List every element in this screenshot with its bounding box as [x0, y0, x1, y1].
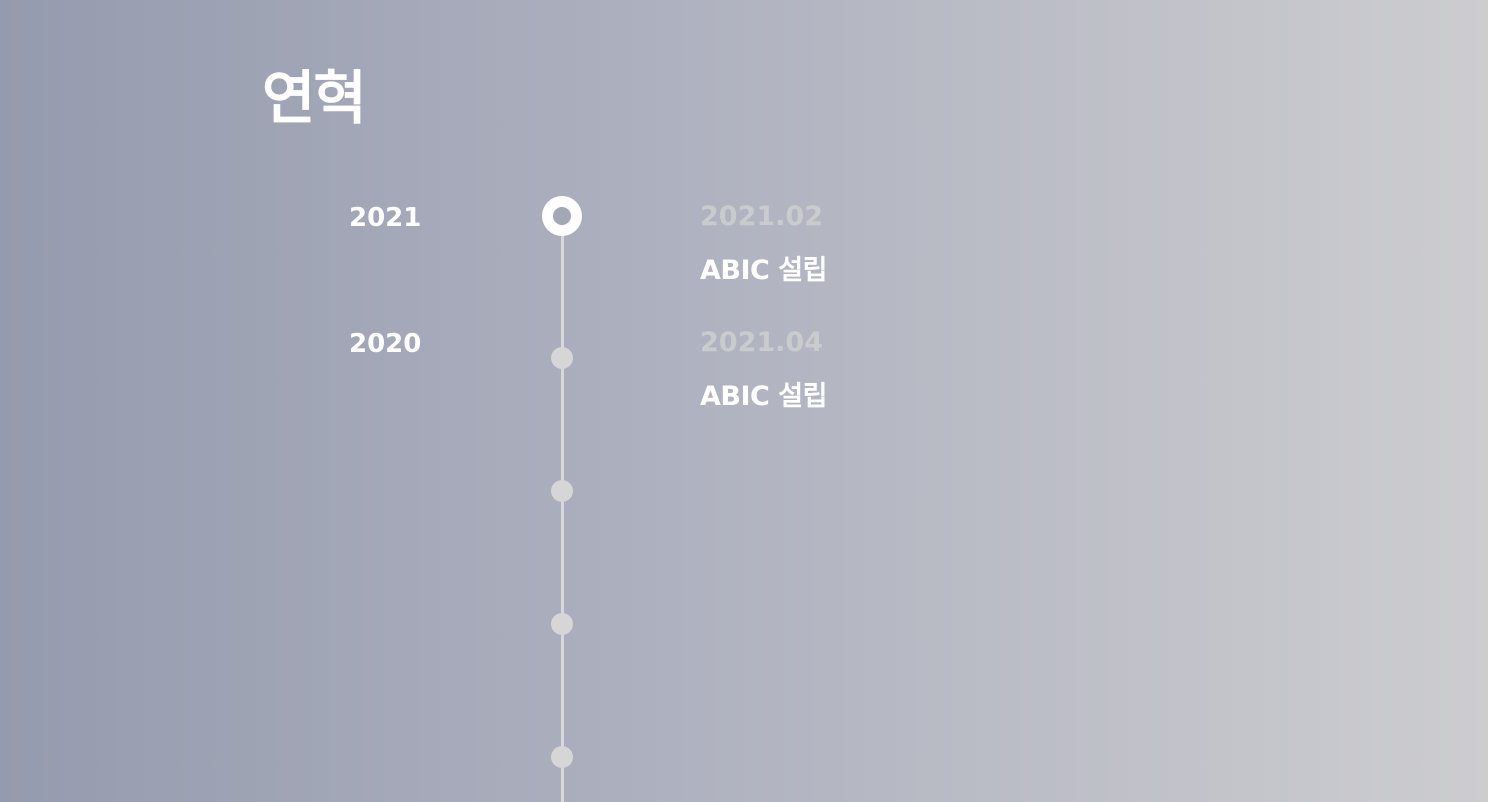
timeline-event: 2021.02 ABIC 설립: [700, 200, 827, 288]
timeline-event: 2021.04 ABIC 설립: [700, 326, 827, 414]
year-item-2021[interactable]: 2021: [349, 203, 422, 233]
timeline-dot: [551, 613, 573, 635]
timeline-line: [561, 216, 564, 802]
event-date: 2021.02: [700, 201, 823, 232]
page-title: 연혁: [262, 64, 367, 132]
timeline-dot: [551, 480, 573, 502]
timeline-dot: [551, 347, 573, 369]
event-title: ABIC 설립: [700, 255, 827, 286]
year-item-2020[interactable]: 2020: [349, 329, 422, 359]
event-date: 2021.04: [700, 327, 823, 358]
timeline-dot: [551, 746, 573, 768]
event-title: ABIC 설립: [700, 381, 827, 412]
timeline-dot-active: [542, 196, 582, 236]
